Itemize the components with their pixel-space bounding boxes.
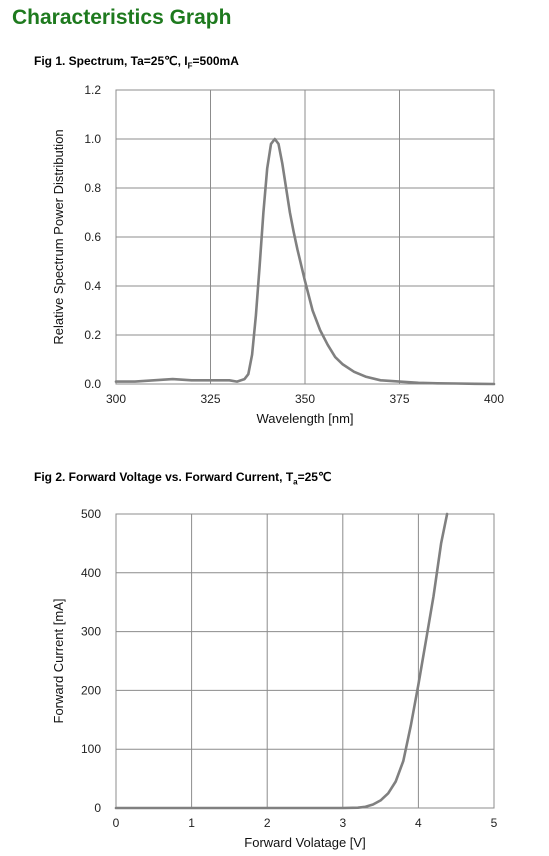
fig2-plot-group: 0 1 2 3 4 5 0 100 200 300 400 500 Forward Volatage [… [51, 507, 498, 850]
fig1-title-post: =500mA [192, 54, 239, 68]
fig1-series-line [114, 137, 496, 386]
fig1-x-tick-label: 325 [200, 392, 220, 406]
fig1-title-pre: Fig 1. Spectrum, Ta=25℃, I [34, 54, 188, 68]
fig2-title-post: =25℃ [297, 470, 332, 484]
fig2-y-tick-label: 0 [94, 801, 101, 815]
fig2-x-tick-label: 3 [339, 816, 346, 830]
fig1-plot-frame [115, 89, 495, 385]
fig1-title: Fig 1. Spectrum, Ta=25℃, IF=500mA [34, 54, 239, 70]
fig2-x-tick-label: 0 [113, 816, 120, 830]
fig2-x-tick-label: 2 [264, 816, 271, 830]
fig2-y-axis-label: Forward Current [mA] [51, 599, 66, 724]
fig2-x-tick-label: 1 [188, 816, 195, 830]
fig2-series-line [114, 512, 449, 810]
fig2-y-tick-label: 200 [81, 683, 101, 697]
fig2-y-tick-label: 100 [81, 742, 101, 756]
fig1-y-tick-label: 0.0 [84, 377, 101, 391]
fig1-y-tick-label: 1.2 [84, 83, 101, 97]
fig2-x-axis-label: Forward Volatage [V] [244, 835, 365, 850]
fig2-title-pre: Fig 2. Forward Voltage vs. Forward Curre… [34, 470, 294, 484]
fig1-y-tick-label: 0.6 [84, 230, 101, 244]
fig1-x-tick-label: 300 [106, 392, 126, 406]
fig2-y-tick-label: 300 [81, 625, 101, 639]
fig1-y-tick-label: 0.8 [84, 181, 101, 195]
fig1-y-tick-label: 0.2 [84, 328, 101, 342]
fig1-y-axis-label: Relative Spectrum Power Distribution [51, 129, 66, 344]
fig2-x-tick-label: 5 [491, 816, 498, 830]
fig2-y-tick-label: 400 [81, 566, 101, 580]
fig1-y-tick-label: 1.0 [84, 132, 101, 146]
fig1-plot-group: 300 325 350 375 400 0.0 0.2 0.4 0.6 0.8 1.0 1.2 Wave… [51, 83, 504, 426]
fig2-title-sub: a [293, 477, 298, 487]
fig1-y-tick-label: 0.4 [84, 279, 101, 293]
fig2-x-tick-label: 4 [415, 816, 422, 830]
fig1-x-tick-label: 350 [295, 392, 315, 406]
fig1-x-axis-label: Wavelength [nm] [256, 411, 353, 426]
fig2-y-tick-label: 500 [81, 507, 101, 521]
fig1-title-sub: F [187, 61, 193, 71]
fig2-plot-frame [115, 513, 495, 809]
fig1-x-tick-label: 375 [389, 392, 409, 406]
fig2-title: Fig 2. Forward Voltage vs. Forward Curre… [34, 470, 331, 486]
page-title: Characteristics Graph [12, 6, 232, 29]
fig1-x-tick-label: 400 [484, 392, 504, 406]
